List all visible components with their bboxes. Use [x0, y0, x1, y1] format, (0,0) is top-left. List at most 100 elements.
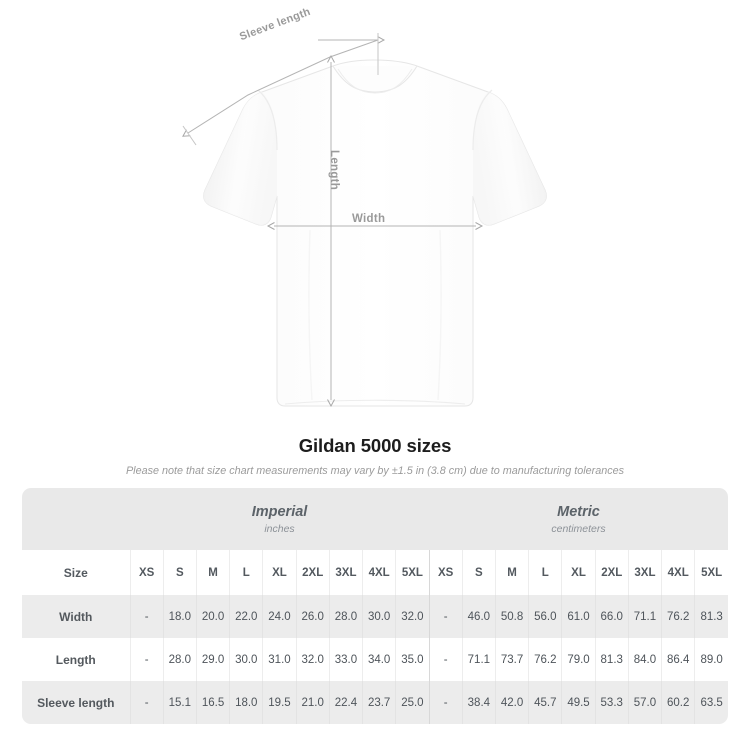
sleeve-length-line [182, 39, 379, 137]
cell-width-imperial-4xl: 30.0 [362, 595, 397, 638]
cell-length-metric-xs: - [429, 638, 463, 681]
cell-width-metric-5xl: 81.3 [694, 595, 728, 638]
size-chart-table: Imperial inches Metric centimeters Size XS S M L… [22, 488, 728, 724]
size-header-imperial-2xl: 2XL [296, 550, 330, 595]
cell-sleeve-length-imperial-m: 16.5 [196, 681, 231, 724]
tshirt-diagram: Sleeve length Length Width [182, 6, 547, 408]
row-label-width: Width [22, 595, 131, 638]
cell-width-imperial-5xl: 32.0 [395, 595, 430, 638]
cell-width-imperial-xl: 24.0 [262, 595, 297, 638]
unit-subtitle: centimeters [551, 522, 606, 535]
cell-sleeve-length-imperial-xl: 19.5 [262, 681, 297, 724]
cell-width-metric-xl: 61.0 [561, 595, 596, 638]
size-chart-table-container: Imperial inches Metric centimeters Size XS S M L… [22, 488, 728, 724]
cell-length-metric-2xl: 81.3 [595, 638, 629, 681]
cell-length-imperial-m: 29.0 [196, 638, 231, 681]
cell-width-metric-2xl: 66.0 [595, 595, 629, 638]
table-row: Width -18.0 20.0 22.0 24.0 26.0 28.0 30.0 32.0-4… [22, 595, 728, 638]
cell-sleeve-length-metric-3xl: 57.0 [628, 681, 663, 724]
page-title: Gildan 5000 sizes [298, 435, 452, 456]
cell-sleeve-length-metric-l: 45.7 [528, 681, 563, 724]
cell-width-imperial-l: 22.0 [229, 595, 264, 638]
size-header-metric-5xl: 5XL [694, 550, 728, 595]
length-label: Length [328, 150, 340, 191]
unit-banner-spacer [22, 488, 130, 550]
cell-length-metric-xl: 79.0 [561, 638, 596, 681]
size-header-metric-xs: XS [429, 550, 463, 595]
size-header-imperial-5xl: 5XL [395, 550, 430, 595]
cell-length-imperial-xl: 31.0 [262, 638, 297, 681]
cell-sleeve-length-metric-m: 42.0 [495, 681, 530, 724]
cell-length-imperial-xs: - [130, 638, 164, 681]
size-header-metric-3xl: 3XL [628, 550, 663, 595]
cell-length-metric-3xl: 84.0 [628, 638, 663, 681]
cell-sleeve-length-imperial-2xl: 21.0 [296, 681, 330, 724]
cell-width-metric-s: 46.0 [462, 595, 496, 638]
cell-sleeve-length-imperial-4xl: 23.7 [362, 681, 397, 724]
unit-name: Metric [557, 503, 600, 520]
cell-sleeve-length-metric-2xl: 53.3 [595, 681, 629, 724]
cell-sleeve-length-imperial-3xl: 22.4 [329, 681, 364, 724]
size-header-imperial-s: S [163, 550, 197, 595]
size-header-metric-s: S [462, 550, 496, 595]
cell-width-imperial-m: 20.0 [196, 595, 231, 638]
cell-width-metric-m: 50.8 [495, 595, 530, 638]
size-header-imperial-m: M [196, 550, 231, 595]
cell-sleeve-length-metric-4xl: 60.2 [661, 681, 696, 724]
unit-name: Imperial [251, 503, 308, 520]
cell-width-imperial-3xl: 28.0 [329, 595, 364, 638]
table-row: Length -28.0 29.0 30.0 31.0 32.0 33.0 34.0 35.0-… [22, 638, 728, 681]
size-column-header: Size [22, 550, 131, 595]
cell-length-metric-m: 73.7 [495, 638, 530, 681]
tolerance-note: Please note that size chart measurements… [125, 465, 625, 477]
cell-length-metric-l: 76.2 [528, 638, 563, 681]
width-label: Width [352, 213, 386, 225]
cell-length-imperial-4xl: 34.0 [362, 638, 397, 681]
tshirt-illustration [182, 33, 547, 408]
cell-sleeve-length-metric-s: 38.4 [462, 681, 496, 724]
title-block: Gildan 5000 sizes Please note that size … [0, 434, 750, 478]
cell-length-metric-s: 71.1 [462, 638, 496, 681]
size-header-metric-l: L [528, 550, 563, 595]
measurement-lines [182, 33, 484, 408]
cell-sleeve-length-imperial-xs: - [130, 681, 164, 724]
cell-width-imperial-xs: - [130, 595, 164, 638]
row-label-sleeve-length: Sleeve length [22, 681, 131, 724]
size-header-metric-2xl: 2XL [595, 550, 629, 595]
size-header-imperial-xl: XL [262, 550, 297, 595]
cell-sleeve-length-imperial-l: 18.0 [229, 681, 264, 724]
cell-width-metric-l: 56.0 [528, 595, 563, 638]
size-header-imperial-3xl: 3XL [329, 550, 364, 595]
cell-length-metric-5xl: 89.0 [694, 638, 728, 681]
row-label-length: Length [22, 638, 131, 681]
shirt-shape [203, 59, 547, 407]
cell-sleeve-length-metric-xs: - [429, 681, 463, 724]
cell-length-metric-4xl: 86.4 [661, 638, 696, 681]
size-header-metric-m: M [495, 550, 530, 595]
cell-length-imperial-2xl: 32.0 [296, 638, 330, 681]
table-row: Sleeve length -15.1 16.5 18.0 19.5 21.0 22.4 23… [22, 681, 728, 724]
size-header-metric-xl: XL [561, 550, 596, 595]
cell-width-metric-4xl: 76.2 [661, 595, 696, 638]
cell-length-imperial-3xl: 33.0 [329, 638, 364, 681]
cell-width-imperial-2xl: 26.0 [296, 595, 330, 638]
unit-header-metric: Metric centimeters [429, 488, 728, 550]
cell-width-imperial-s: 18.0 [163, 595, 197, 638]
cell-length-imperial-l: 30.0 [229, 638, 264, 681]
size-header-row: Size XS S M L XL 2XL 3XL 4XL 5XL XS S M L XL 2XL 3XL 4XL 5… [22, 550, 728, 595]
cell-sleeve-length-imperial-s: 15.1 [163, 681, 197, 724]
cell-length-imperial-5xl: 35.0 [395, 638, 430, 681]
cell-width-metric-3xl: 71.1 [628, 595, 663, 638]
unit-subtitle: inches [264, 522, 295, 535]
cell-width-metric-xs: - [429, 595, 463, 638]
size-header-imperial-xs: XS [130, 550, 164, 595]
size-header-metric-4xl: 4XL [661, 550, 696, 595]
cell-sleeve-length-imperial-5xl: 25.0 [395, 681, 430, 724]
size-header-imperial-4xl: 4XL [362, 550, 397, 595]
cell-sleeve-length-metric-5xl: 63.5 [694, 681, 728, 724]
size-header-imperial-l: L [229, 550, 264, 595]
cell-sleeve-length-metric-xl: 49.5 [561, 681, 596, 724]
cell-length-imperial-s: 28.0 [163, 638, 197, 681]
unit-banner-row: Imperial inches Metric centimeters [22, 488, 728, 550]
unit-header-imperial: Imperial inches [130, 488, 430, 550]
